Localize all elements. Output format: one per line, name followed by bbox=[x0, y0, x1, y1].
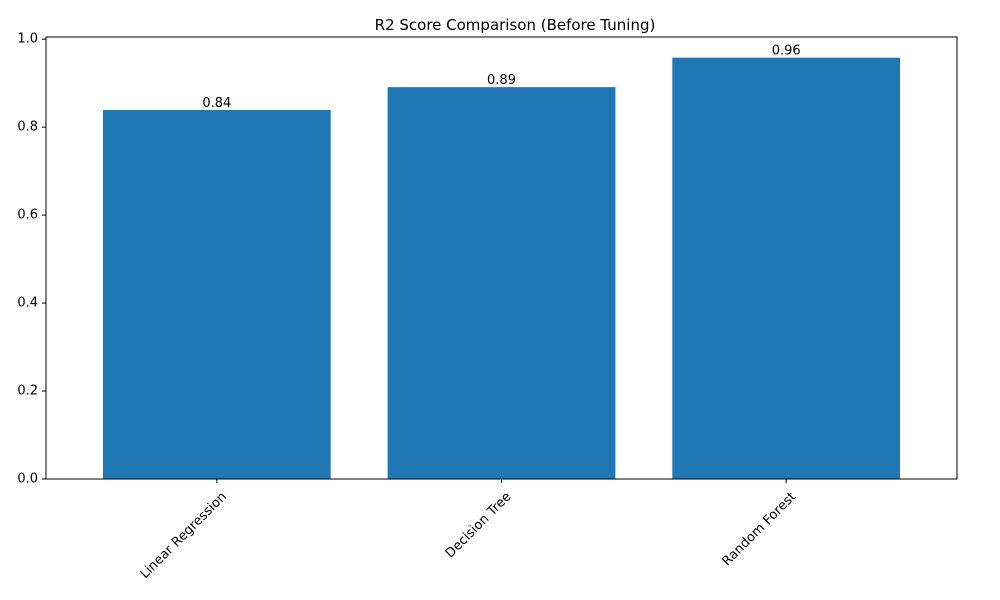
y-tick-label: 0.0 bbox=[17, 472, 38, 487]
chart-title: R2 Score Comparison (Before Tuning) bbox=[375, 16, 656, 34]
plot-area-frame bbox=[45, 36, 958, 480]
bar-value-label: 0.89 bbox=[487, 73, 516, 88]
bar-value-label: 0.84 bbox=[202, 96, 231, 111]
x-axis-ticks: Linear Regression Decision Tree Random For… bbox=[137, 479, 799, 582]
bar bbox=[102, 110, 331, 480]
bar bbox=[387, 87, 616, 479]
y-tick-label: 1.0 bbox=[17, 32, 38, 47]
x-tick-label: Decision Tree bbox=[443, 489, 515, 561]
y-tick-label: 0.2 bbox=[17, 384, 38, 399]
bar bbox=[672, 57, 901, 479]
x-tick-label: Linear Regression bbox=[137, 489, 229, 581]
y-tick-label: 0.4 bbox=[17, 296, 38, 311]
x-tick-label: Random Forest bbox=[719, 489, 799, 569]
y-tick-label: 0.6 bbox=[17, 208, 38, 223]
y-tick-label: 0.8 bbox=[17, 120, 38, 135]
bars: 0.84 0.89 0.96 bbox=[102, 44, 901, 480]
y-axis-ticks: 0.0 0.2 0.4 0.6 0.8 1.0 bbox=[17, 32, 46, 487]
bar-value-label: 0.96 bbox=[772, 44, 801, 59]
